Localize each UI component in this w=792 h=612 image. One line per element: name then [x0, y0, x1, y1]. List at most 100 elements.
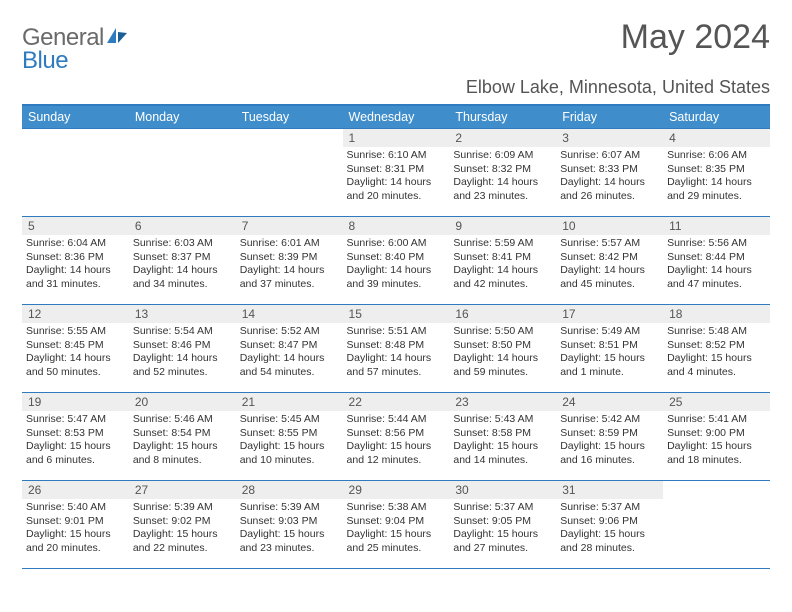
sunrise-text: Sunrise: 6:03 AM	[133, 237, 232, 251]
day-number: 1	[343, 129, 450, 147]
sunrise-text: Sunrise: 5:45 AM	[240, 413, 339, 427]
daylight-text: Daylight: 14 hours and 31 minutes.	[26, 264, 125, 291]
calendar-week-row: 5Sunrise: 6:04 AMSunset: 8:36 PMDaylight…	[22, 217, 770, 305]
daylight-text: Daylight: 14 hours and 52 minutes.	[133, 352, 232, 379]
day-cell: 23Sunrise: 5:43 AMSunset: 8:58 PMDayligh…	[449, 393, 556, 481]
sunset-text: Sunset: 8:46 PM	[133, 339, 232, 353]
daylight-text: Daylight: 14 hours and 45 minutes.	[560, 264, 659, 291]
sunrise-text: Sunrise: 6:10 AM	[347, 149, 446, 163]
day-number: 12	[22, 305, 129, 323]
day-number: 8	[343, 217, 450, 235]
month-title: May 2024	[621, 18, 770, 57]
daylight-text: Daylight: 15 hours and 10 minutes.	[240, 440, 339, 467]
day-info: Sunrise: 6:01 AMSunset: 8:39 PMDaylight:…	[236, 237, 343, 292]
day-cell: 15Sunrise: 5:51 AMSunset: 8:48 PMDayligh…	[343, 305, 450, 393]
daylight-text: Daylight: 14 hours and 42 minutes.	[453, 264, 552, 291]
day-header: Wednesday	[343, 105, 450, 129]
day-info: Sunrise: 5:37 AMSunset: 9:05 PMDaylight:…	[449, 501, 556, 556]
day-number: 19	[22, 393, 129, 411]
day-info: Sunrise: 6:00 AMSunset: 8:40 PMDaylight:…	[343, 237, 450, 292]
day-number: 14	[236, 305, 343, 323]
day-cell: 17Sunrise: 5:49 AMSunset: 8:51 PMDayligh…	[556, 305, 663, 393]
daylight-text: Daylight: 14 hours and 57 minutes.	[347, 352, 446, 379]
day-cell: 13Sunrise: 5:54 AMSunset: 8:46 PMDayligh…	[129, 305, 236, 393]
day-cell: 8 Sunrise: 6:00 AMSunset: 8:40 PMDaylight…	[343, 217, 450, 305]
day-cell: 26Sunrise: 5:40 AMSunset: 9:01 PMDayligh…	[22, 481, 129, 569]
day-number: 20	[129, 393, 236, 411]
day-header: Sunday	[22, 105, 129, 129]
day-number: 23	[449, 393, 556, 411]
daylight-text: Daylight: 14 hours and 39 minutes.	[347, 264, 446, 291]
sunset-text: Sunset: 9:00 PM	[667, 427, 766, 441]
daylight-text: Daylight: 15 hours and 6 minutes.	[26, 440, 125, 467]
daylight-text: Daylight: 15 hours and 23 minutes.	[240, 528, 339, 555]
daylight-text: Daylight: 15 hours and 25 minutes.	[347, 528, 446, 555]
sunset-text: Sunset: 8:56 PM	[347, 427, 446, 441]
day-header: Monday	[129, 105, 236, 129]
day-cell: 16Sunrise: 5:50 AMSunset: 8:50 PMDayligh…	[449, 305, 556, 393]
day-cell: 19Sunrise: 5:47 AMSunset: 8:53 PMDayligh…	[22, 393, 129, 481]
day-number: 26	[22, 481, 129, 499]
sunrise-text: Sunrise: 5:38 AM	[347, 501, 446, 515]
sunset-text: Sunset: 8:48 PM	[347, 339, 446, 353]
day-info: Sunrise: 6:09 AMSunset: 8:32 PMDaylight:…	[449, 149, 556, 204]
daylight-text: Daylight: 15 hours and 18 minutes.	[667, 440, 766, 467]
sunset-text: Sunset: 9:02 PM	[133, 515, 232, 529]
daylight-text: Daylight: 14 hours and 29 minutes.	[667, 176, 766, 203]
sunrise-text: Sunrise: 6:06 AM	[667, 149, 766, 163]
sunset-text: Sunset: 8:41 PM	[453, 251, 552, 265]
day-cell: 12 Sunrise: 5:55 AMSunset: 8:45 PMDayligh…	[22, 305, 129, 393]
calendar-week-row: 19Sunrise: 5:47 AMSunset: 8:53 PMDayligh…	[22, 393, 770, 481]
day-cell: 6Sunrise: 6:03 AMSunset: 8:37 PMDaylight…	[129, 217, 236, 305]
day-info: Sunrise: 5:55 AMSunset: 8:45 PMDaylight:…	[22, 325, 129, 380]
sunrise-text: Sunrise: 5:46 AM	[133, 413, 232, 427]
day-number: 18	[663, 305, 770, 323]
sunrise-text: Sunrise: 5:47 AM	[26, 413, 125, 427]
daylight-text: Daylight: 14 hours and 26 minutes.	[560, 176, 659, 203]
calendar-week-row: 1 Sunrise: 6:10 AMSunset: 8:31 PMDaylight…	[22, 129, 770, 217]
header-right: May 2024	[621, 18, 770, 57]
sunrise-text: Sunrise: 5:39 AM	[133, 501, 232, 515]
empty-day-cell	[236, 129, 343, 217]
day-info: Sunrise: 6:04 AMSunset: 8:36 PMDaylight:…	[22, 237, 129, 292]
sunset-text: Sunset: 8:44 PM	[667, 251, 766, 265]
day-cell: 1 Sunrise: 6:10 AMSunset: 8:31 PMDaylight…	[343, 129, 450, 217]
day-info: Sunrise: 5:49 AMSunset: 8:51 PMDaylight:…	[556, 325, 663, 380]
sunset-text: Sunset: 8:37 PM	[133, 251, 232, 265]
daylight-text: Daylight: 15 hours and 28 minutes.	[560, 528, 659, 555]
day-number: 21	[236, 393, 343, 411]
sunset-text: Sunset: 8:58 PM	[453, 427, 552, 441]
day-number: 24	[556, 393, 663, 411]
day-cell: 27Sunrise: 5:39 AMSunset: 9:02 PMDayligh…	[129, 481, 236, 569]
day-cell: 9Sunrise: 5:59 AMSunset: 8:41 PMDaylight…	[449, 217, 556, 305]
day-info: Sunrise: 5:45 AMSunset: 8:55 PMDaylight:…	[236, 413, 343, 468]
sunrise-text: Sunrise: 5:50 AM	[453, 325, 552, 339]
sunrise-text: Sunrise: 5:52 AM	[240, 325, 339, 339]
day-number: 31	[556, 481, 663, 499]
daylight-text: Daylight: 14 hours and 37 minutes.	[240, 264, 339, 291]
calendar-week-row: 12 Sunrise: 5:55 AMSunset: 8:45 PMDayligh…	[22, 305, 770, 393]
daylight-text: Daylight: 15 hours and 27 minutes.	[453, 528, 552, 555]
sunset-text: Sunset: 8:59 PM	[560, 427, 659, 441]
day-info: Sunrise: 6:03 AMSunset: 8:37 PMDaylight:…	[129, 237, 236, 292]
daylight-text: Daylight: 15 hours and 1 minute.	[560, 352, 659, 379]
day-cell: 11Sunrise: 5:56 AMSunset: 8:44 PMDayligh…	[663, 217, 770, 305]
day-header: Saturday	[663, 105, 770, 129]
sunrise-text: Sunrise: 6:04 AM	[26, 237, 125, 251]
sunrise-text: Sunrise: 5:48 AM	[667, 325, 766, 339]
day-cell: 31Sunrise: 5:37 AMSunset: 9:06 PMDayligh…	[556, 481, 663, 569]
sunset-text: Sunset: 8:47 PM	[240, 339, 339, 353]
day-number: 27	[129, 481, 236, 499]
day-info: Sunrise: 5:52 AMSunset: 8:47 PMDaylight:…	[236, 325, 343, 380]
sunrise-text: Sunrise: 5:54 AM	[133, 325, 232, 339]
day-number: 4	[663, 129, 770, 147]
day-cell: 29Sunrise: 5:38 AMSunset: 9:04 PMDayligh…	[343, 481, 450, 569]
sunset-text: Sunset: 8:51 PM	[560, 339, 659, 353]
sunrise-text: Sunrise: 6:01 AM	[240, 237, 339, 251]
day-cell: 20Sunrise: 5:46 AMSunset: 8:54 PMDayligh…	[129, 393, 236, 481]
day-cell: 2Sunrise: 6:09 AMSunset: 8:32 PMDaylight…	[449, 129, 556, 217]
sunset-text: Sunset: 8:54 PM	[133, 427, 232, 441]
day-info: Sunrise: 6:10 AMSunset: 8:31 PMDaylight:…	[343, 149, 450, 204]
daylight-text: Daylight: 14 hours and 59 minutes.	[453, 352, 552, 379]
sunset-text: Sunset: 9:06 PM	[560, 515, 659, 529]
